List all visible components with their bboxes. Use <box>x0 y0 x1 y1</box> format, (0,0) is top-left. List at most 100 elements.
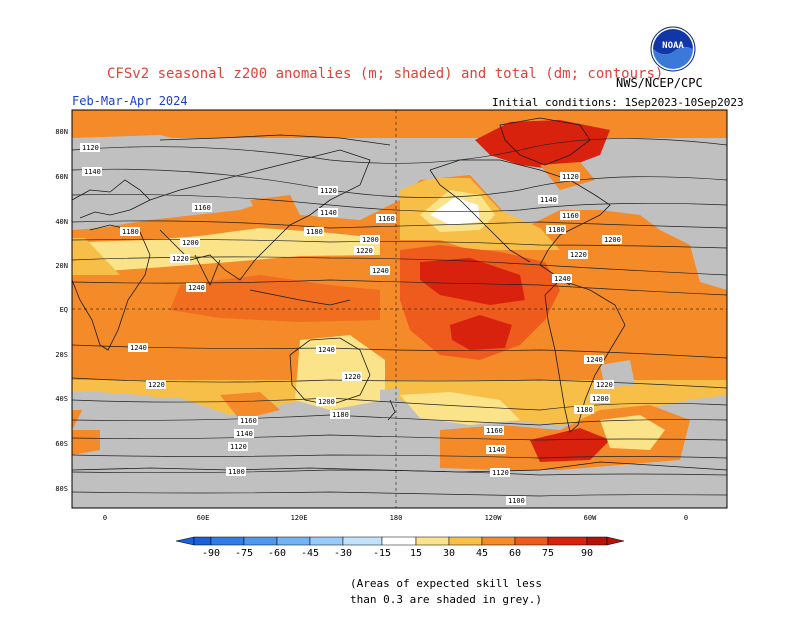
footnote-line-2: than 0.3 are shaded in grey.) <box>350 593 543 606</box>
contour-label: 1240 <box>370 266 390 275</box>
longitude-labels: 0 60E 120E 180 120W 60W 0 <box>103 514 688 522</box>
legend-label: 90 <box>581 548 593 559</box>
svg-text:1140: 1140 <box>540 196 557 204</box>
svg-text:1240: 1240 <box>372 267 389 275</box>
svg-text:1160: 1160 <box>486 427 503 435</box>
logo-text: NOAA <box>662 41 684 51</box>
svg-text:1200: 1200 <box>182 239 199 247</box>
svg-text:1100: 1100 <box>228 468 245 476</box>
legend-swatch <box>586 536 608 546</box>
contour-label: 1240 <box>128 343 148 352</box>
svg-text:1220: 1220 <box>172 255 189 263</box>
legend-swatch <box>276 536 311 546</box>
contour-label: 1220 <box>342 372 362 381</box>
contour-label: 1140 <box>234 429 254 438</box>
svg-text:1120: 1120 <box>562 173 579 181</box>
lat-label: 60N <box>55 173 68 181</box>
contour-label: 1200 <box>316 397 336 406</box>
lat-label: 40S <box>55 395 68 403</box>
lat-label: 20N <box>55 262 68 270</box>
legend-labels: -90 -75 -60 -45 -30 -15 15 30 45 60 75 9… <box>202 548 593 559</box>
svg-text:1240: 1240 <box>586 356 603 364</box>
svg-text:1180: 1180 <box>306 228 323 236</box>
legend-label: 60 <box>509 548 521 559</box>
svg-text:1240: 1240 <box>554 275 571 283</box>
svg-text:1240: 1240 <box>318 346 335 354</box>
map-frame <box>71 109 728 509</box>
legend-label: 45 <box>476 548 488 559</box>
legend-swatch <box>448 536 483 546</box>
initial-conditions: Initial conditions: 1Sep2023-10Sep2023 <box>492 96 744 109</box>
lat-label: 60S <box>55 440 68 448</box>
legend-label: -15 <box>373 548 391 559</box>
contour-label: 1140 <box>538 195 558 204</box>
lat-label: EQ <box>60 306 68 314</box>
contour-label: 1140 <box>486 445 506 454</box>
svg-text:1120: 1120 <box>320 187 337 195</box>
legend-swatch <box>547 536 588 546</box>
contour-label: 1120 <box>80 143 100 152</box>
legend-swatch <box>415 536 450 546</box>
svg-text:1140: 1140 <box>84 168 101 176</box>
lon-label: 60E <box>197 514 210 522</box>
contour-label: 1160 <box>560 211 580 220</box>
svg-text:1240: 1240 <box>130 344 147 352</box>
lat-label: 80S <box>55 485 68 493</box>
legend-label: -30 <box>334 548 352 559</box>
legend-swatch <box>342 536 383 546</box>
contour-label: 1200 <box>360 235 380 244</box>
contour-label: 1200 <box>602 235 622 244</box>
contour-label: 1100 <box>506 496 526 505</box>
svg-text:1200: 1200 <box>592 395 609 403</box>
svg-text:1140: 1140 <box>320 209 337 217</box>
legend-swatch <box>481 536 516 546</box>
contour-label: 1180 <box>546 225 566 234</box>
legend-label: 15 <box>410 548 422 559</box>
svg-text:1200: 1200 <box>604 236 621 244</box>
contour-label: 1240 <box>186 283 206 292</box>
contour-label: 1240 <box>584 355 604 364</box>
legend-swatch <box>193 536 212 546</box>
contour-label: 1240 <box>552 274 572 283</box>
contour-label: 1200 <box>590 394 610 403</box>
svg-text:1120: 1120 <box>82 144 99 152</box>
contour-label: 1120 <box>560 172 580 181</box>
legend-swatch <box>514 536 549 546</box>
contour-label: 1200 <box>180 238 200 247</box>
color-legend <box>175 536 625 546</box>
legend-swatch <box>381 536 417 546</box>
contour-label: 1120 <box>318 186 338 195</box>
coastlines <box>72 117 727 473</box>
contour-label: 1220 <box>170 254 190 263</box>
svg-text:1180: 1180 <box>548 226 565 234</box>
lon-label: 0 <box>684 514 688 522</box>
svg-text:1200: 1200 <box>318 398 335 406</box>
lon-label: 180 <box>390 514 403 522</box>
legend-arrow-high <box>606 536 625 546</box>
contour-label: 1180 <box>120 227 140 236</box>
svg-text:1200: 1200 <box>362 236 379 244</box>
legend-label: -45 <box>301 548 319 559</box>
contour-label: 1140 <box>82 167 102 176</box>
height-contours <box>72 138 727 497</box>
lat-label: 40N <box>55 218 68 226</box>
contour-label: 1160 <box>376 214 396 223</box>
legend-label: 75 <box>542 548 554 559</box>
footnote-line-1: (Areas of expected skill less <box>350 577 543 590</box>
svg-text:1220: 1220 <box>344 373 361 381</box>
contour-label: 1180 <box>304 227 324 236</box>
lon-label: 120E <box>291 514 308 522</box>
skill-footnote: (Areas of expected skill less than 0.3 a… <box>350 576 542 608</box>
lat-label: 20S <box>55 351 68 359</box>
svg-text:1180: 1180 <box>332 411 349 419</box>
contour-label: 1220 <box>354 246 374 255</box>
contour-label-group: 1120 1140 1160 1180 1200 1220 1240 1120 … <box>80 143 622 505</box>
svg-text:1120: 1120 <box>492 469 509 477</box>
legend-label: 30 <box>443 548 455 559</box>
legend-label: -75 <box>235 548 253 559</box>
contour-label: 1220 <box>568 250 588 259</box>
svg-text:1140: 1140 <box>236 430 253 438</box>
lon-label: 60W <box>584 514 597 522</box>
map-title: CFSv2 seasonal z200 anomalies (m; shaded… <box>107 66 664 82</box>
